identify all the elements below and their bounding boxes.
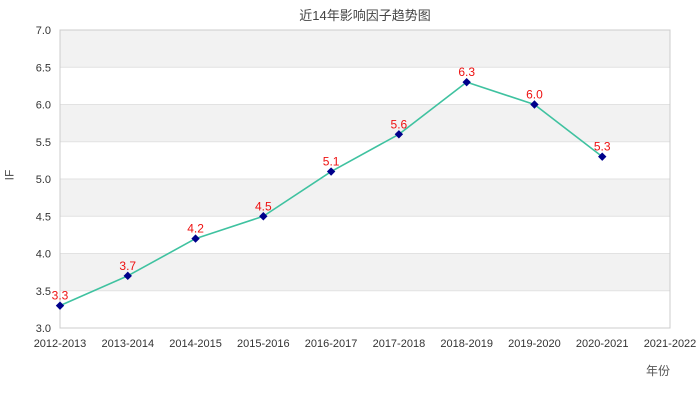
- y-tick-label: 6.5: [36, 62, 51, 74]
- data-point-label: 3.7: [119, 259, 136, 273]
- data-point-marker: [598, 152, 607, 161]
- background-band: [60, 104, 670, 142]
- background-band: [60, 253, 670, 291]
- data-point-marker: [530, 100, 539, 109]
- data-point-marker: [259, 212, 268, 221]
- data-point-label: 5.1: [323, 155, 340, 169]
- background-band: [60, 30, 670, 68]
- y-tick-label: 7.0: [36, 25, 51, 37]
- chart-title: 近14年影响因子趋势图: [299, 8, 431, 23]
- x-tick-label: 2013-2014: [101, 338, 154, 350]
- data-point-label: 6.3: [458, 65, 475, 79]
- data-point-marker: [123, 271, 132, 281]
- x-tick-label: 2015-2016: [237, 338, 290, 350]
- data-point-marker: [326, 167, 336, 176]
- data-point-marker: [462, 77, 471, 87]
- y-tick-label: 5.0: [36, 174, 51, 186]
- x-tick-label: 2014-2015: [169, 338, 222, 350]
- data-point-marker: [55, 301, 65, 310]
- y-tick-label: 4.0: [36, 249, 51, 261]
- background-band: [60, 179, 670, 217]
- x-tick-label: 2021-2022: [644, 338, 697, 350]
- data-point-label: 3.3: [52, 289, 69, 303]
- data-point-marker: [394, 130, 404, 139]
- y-axis-title: IF: [2, 169, 17, 181]
- data-point-label: 4.5: [255, 199, 272, 213]
- data-point-label: 4.2: [187, 222, 204, 236]
- x-tick-label: 2016-2017: [305, 338, 358, 350]
- y-tick-label: 3.0: [36, 323, 51, 335]
- plot-border: [59, 29, 671, 329]
- y-tick-label: 6.0: [36, 100, 51, 112]
- data-point-label: 6.0: [526, 88, 543, 102]
- data-point-label: 5.3: [594, 140, 611, 154]
- y-tick-label: 5.5: [36, 137, 51, 149]
- x-tick-label: 2018-2019: [440, 338, 493, 350]
- y-tick-label: 3.5: [36, 286, 51, 298]
- x-axis-title: 年份: [646, 364, 671, 378]
- x-tick-label: 2019-2020: [508, 338, 561, 350]
- data-point-label: 5.6: [391, 117, 408, 131]
- data-point-marker: [191, 234, 200, 243]
- x-tick-label: 2017-2018: [373, 338, 426, 350]
- x-tick-label: 2020-2021: [576, 338, 629, 350]
- x-tick-label: 2012-2013: [34, 338, 87, 350]
- y-tick-label: 4.5: [36, 211, 51, 223]
